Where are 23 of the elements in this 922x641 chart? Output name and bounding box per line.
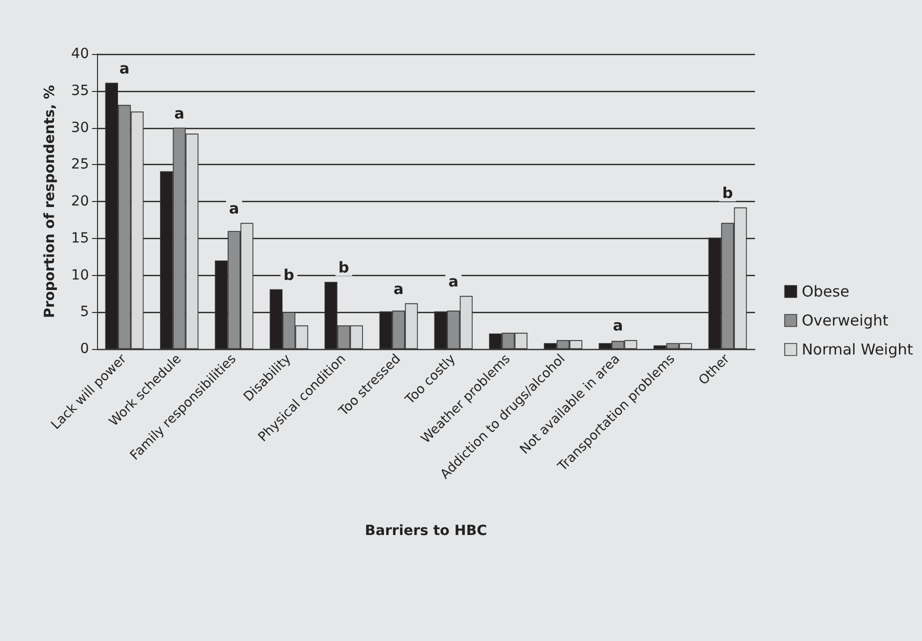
annotation: a bbox=[119, 59, 130, 78]
annotation: b bbox=[722, 184, 734, 202]
annotation: a bbox=[174, 104, 184, 122]
annotation: b bbox=[338, 258, 350, 276]
annotation: a bbox=[394, 280, 404, 298]
annotation: a bbox=[229, 199, 240, 218]
y-tick-label: 15 bbox=[71, 230, 89, 246]
y-axis-title: Proportion of respondents, % bbox=[42, 85, 58, 318]
annotation: a bbox=[448, 272, 458, 290]
y-tick-label: 5 bbox=[80, 304, 89, 320]
y-tick-label: 40 bbox=[71, 46, 89, 62]
y-tick-label: 20 bbox=[71, 194, 89, 210]
annotation: a bbox=[612, 316, 623, 335]
y-tick-label: 35 bbox=[71, 82, 89, 99]
legend-label: Overweight bbox=[802, 312, 888, 330]
legend-label: Obese bbox=[802, 282, 850, 300]
y-tick-label: 25 bbox=[71, 156, 89, 173]
annotation: b bbox=[284, 266, 295, 284]
legend-label: Normal Weight bbox=[802, 340, 914, 358]
y-tick-label: 0 bbox=[80, 341, 89, 357]
y-tick-label: 10 bbox=[71, 267, 89, 284]
y-tick-label: 30 bbox=[71, 120, 89, 136]
x-axis-title: Barriers to HBC bbox=[364, 523, 488, 539]
